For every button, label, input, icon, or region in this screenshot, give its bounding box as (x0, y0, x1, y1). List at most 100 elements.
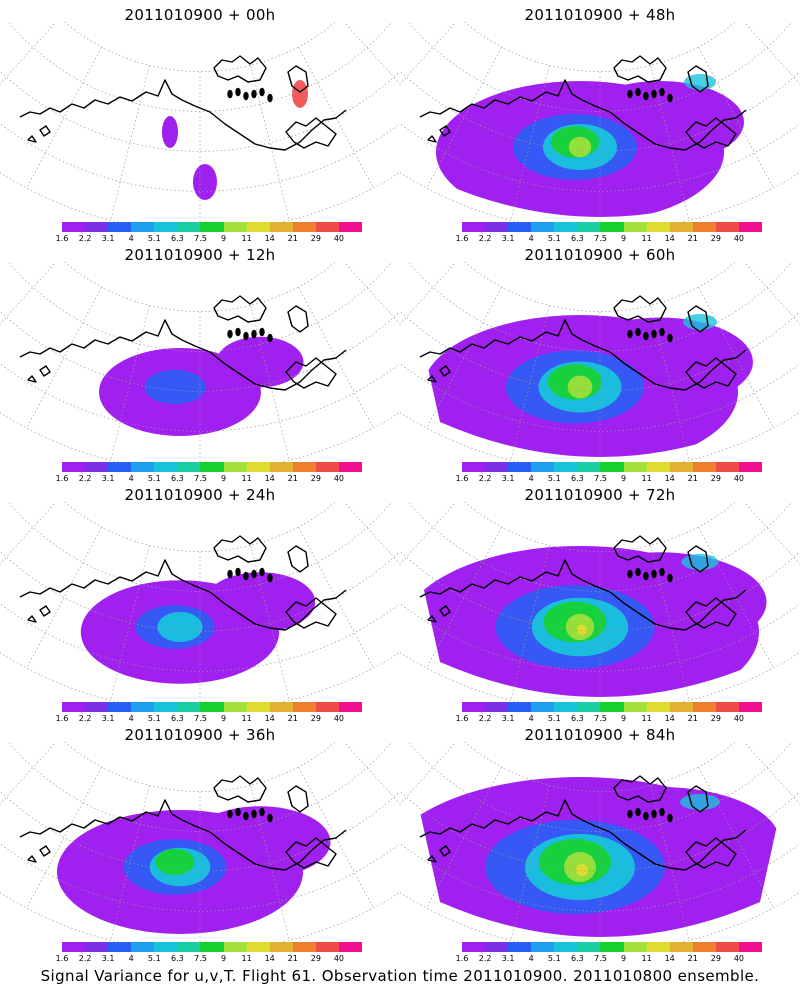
colorbar-label: 40 (733, 954, 745, 963)
colorbar-label: 5.1 (547, 474, 561, 483)
colorbar-label: 21 (687, 234, 698, 243)
colorbar: 1.6 2.2 3.1 4 5.1 6.3 7.5 9 11 14 21 29 40 (456, 222, 763, 250)
colorbar-swatch (200, 942, 224, 952)
colorbar-label: 5.1 (547, 954, 561, 963)
colorbar-swatch (715, 702, 739, 712)
colorbar-label: 21 (687, 714, 698, 723)
colorbar-swatch (85, 462, 109, 472)
colorbar-swatch (462, 942, 486, 952)
colorbar-swatch (646, 462, 670, 472)
colorbar-swatch (462, 702, 486, 712)
colorbar-label: 11 (241, 234, 252, 243)
colorbar-swatch (623, 702, 647, 712)
colorbar-swatch (108, 702, 132, 712)
colorbar-label: 4 (128, 234, 134, 243)
colorbar-label: 1.6 (55, 234, 69, 243)
colorbar-label: 6.3 (171, 714, 184, 723)
colorbar-label: 29 (310, 234, 321, 243)
colorbar-swatch (692, 942, 716, 952)
colorbar-swatch (269, 462, 293, 472)
colorbar-label: 5.1 (147, 954, 161, 963)
colorbar-label: 11 (641, 234, 652, 243)
colorbar-swatch (554, 942, 578, 952)
colorbar-swatch (131, 222, 155, 232)
colorbar-label: 1.6 (55, 474, 69, 483)
colorbar-label: 21 (687, 474, 698, 483)
colorbar-swatch (577, 942, 601, 952)
colorbar-swatch (108, 462, 132, 472)
colorbar-swatch (462, 462, 486, 472)
colorbar: 1.6 2.2 3.1 4 5.1 6.3 7.5 9 11 14 21 29 40 (456, 942, 763, 970)
colorbar-label: 4 (528, 714, 534, 723)
forecast-panel: 2011010900 + 84h 1.6 2.2 3.1 4 5.1 6.3 7.5 9 11 14… (400, 720, 800, 970)
colorbar-swatch (108, 942, 132, 952)
colorbar-swatch (600, 942, 624, 952)
colorbar-label: 3.1 (101, 474, 115, 483)
colorbar-label: 14 (664, 714, 675, 723)
colorbar-label: 29 (710, 954, 721, 963)
colorbar-swatch (154, 462, 178, 472)
colorbar-label: 1.6 (455, 714, 469, 723)
colorbar-label: 7.5 (594, 714, 607, 723)
colorbar-label: 5.1 (147, 714, 161, 723)
colorbar-label: 14 (264, 714, 275, 723)
colorbar-label: 14 (264, 474, 275, 483)
colorbar-label: 7.5 (194, 714, 207, 723)
colorbar-swatch (131, 462, 155, 472)
colorbar-swatch (269, 942, 293, 952)
colorbar-swatch (177, 462, 201, 472)
colorbar-label: 40 (333, 474, 345, 483)
colorbar-label: 5.1 (147, 234, 161, 243)
colorbar-label: 4 (528, 474, 534, 483)
colorbar-swatch (531, 222, 555, 232)
colorbar-label: 1.6 (455, 474, 469, 483)
colorbar-swatch (62, 702, 86, 712)
colorbar-swatch (715, 462, 739, 472)
colorbar-swatch (531, 462, 555, 472)
colorbar-label: 29 (310, 474, 321, 483)
colorbar-label: 11 (641, 714, 652, 723)
forecast-panel: 2011010900 + 72h 1.6 2.2 3.1 4 5.1 6.3 7.5 9 11 14… (400, 480, 800, 730)
colorbar-swatch (131, 702, 155, 712)
colorbar-swatch (531, 702, 555, 712)
colorbar-swatch (62, 222, 86, 232)
colorbar-label: 7.5 (194, 474, 207, 483)
colorbar-label: 3.1 (101, 234, 115, 243)
colorbar-label: 9 (220, 714, 227, 723)
colorbar-swatch (154, 702, 178, 712)
colorbar-label: 7.5 (194, 954, 207, 963)
colorbar-label: 11 (241, 474, 252, 483)
colorbar-label: 21 (287, 954, 298, 963)
colorbar-swatch (715, 942, 739, 952)
colorbar-swatch (62, 942, 86, 952)
colorbar-label: 2.2 (478, 234, 492, 243)
colorbar-label: 6.3 (571, 234, 584, 243)
colorbar-label: 14 (664, 954, 675, 963)
colorbar-swatch (246, 462, 270, 472)
colorbar-label: 3.1 (501, 954, 515, 963)
colorbar-swatch (200, 462, 224, 472)
panel-title: 2011010900 + 12h (124, 246, 276, 264)
colorbar-swatch (485, 942, 509, 952)
variance-map (0, 262, 400, 462)
colorbar-swatch (269, 702, 293, 712)
colorbar-swatch (508, 222, 532, 232)
variance-map (0, 742, 400, 942)
colorbar-label: 9 (620, 234, 627, 243)
colorbar-label: 29 (710, 234, 721, 243)
forecast-panel: 2011010900 + 24h 1.6 2.2 3.1 4 5.1 6.3 7.5 9 11 14… (0, 480, 400, 730)
colorbar-swatch (177, 222, 201, 232)
colorbar-swatch (315, 942, 339, 952)
panel-title: 2011010900 + 60h (524, 246, 676, 264)
colorbar-swatch (223, 702, 247, 712)
colorbar-swatch (669, 702, 693, 712)
colorbar-swatch (738, 702, 763, 712)
colorbar: 1.6 2.2 3.1 4 5.1 6.3 7.5 9 11 14 21 29 40 (56, 222, 363, 250)
colorbar-swatch (738, 942, 763, 952)
colorbar-swatch (154, 222, 178, 232)
colorbar-swatch (692, 702, 716, 712)
colorbar-swatch (554, 222, 578, 232)
colorbar-swatch (554, 462, 578, 472)
colorbar-label: 4 (528, 234, 534, 243)
forecast-panel: 2011010900 + 12h 1.6 2.2 3.1 4 5.1 6.3 7.5 9 11 14… (0, 240, 400, 490)
